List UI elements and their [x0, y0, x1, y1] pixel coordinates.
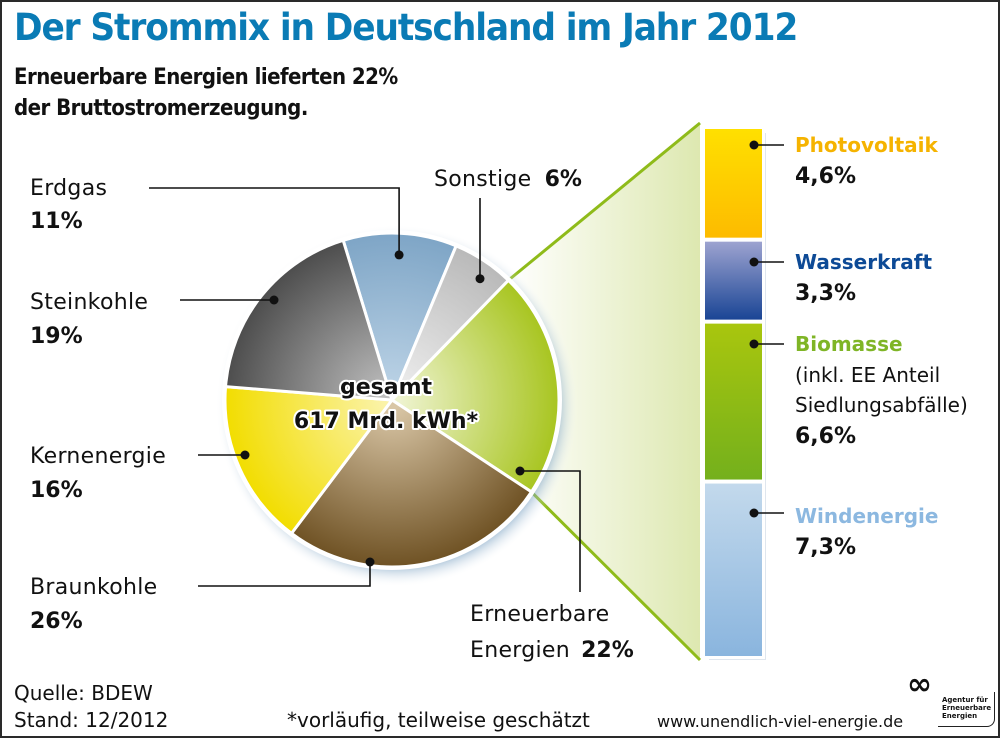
leader-dot-photovoltaik: [749, 140, 759, 150]
date-text: Stand: 12/2012: [14, 708, 169, 732]
label-erneuerbare-pct: 22%: [581, 638, 634, 663]
label-wasserkraft-pct: 3,3%: [795, 281, 856, 306]
pie-slice-braunkohle: [289, 398, 533, 569]
leader-dot-windenergie: [749, 508, 759, 518]
logo-text: Agentur für Erneuerbare Energien: [942, 696, 992, 720]
pie-center-line-2: 617 Mrd. kWh*: [294, 409, 479, 434]
label-erneuerbare-line1: Erneuerbare: [470, 602, 609, 627]
pie-slice-erdgas: [341, 231, 458, 402]
pie-slices: [222, 230, 562, 570]
leader-dot-erdgas: [394, 250, 404, 260]
label-biomasse-name: Biomasse: [795, 332, 903, 356]
stacked-bar: [702, 126, 766, 660]
label-windenergie-name: Windenergie: [795, 504, 938, 528]
pie-center-line-1: gesamt: [340, 375, 433, 400]
label-steinkohle-pct: 19%: [30, 324, 83, 349]
wedge-top-edge: [507, 121, 701, 282]
label-photovoltaik-name: Photovoltaik: [795, 133, 938, 157]
leader-dot-steinkohle: [269, 295, 279, 305]
label-biomasse-pct: 6,6%: [795, 424, 856, 449]
label-photovoltaik-pct: 4,6%: [795, 164, 856, 189]
leader-dot-braunkohle: [365, 557, 375, 567]
label-erneuerbare-line2: Energien 22%: [470, 638, 634, 663]
bar-segment-biomasse: [705, 323, 762, 480]
label-biomasse-note-2: Siedlungsabfälle): [795, 393, 968, 417]
subtitle-line-1: Erneuerbare Energien lieferten 22%: [14, 65, 398, 90]
footnote-text: *vorläufig, teilweise geschätzt: [287, 708, 590, 732]
label-wasserkraft-name: Wasserkraft: [795, 250, 932, 274]
chart-title: Der Strommix in Deutschland im Jahr 2012: [14, 6, 798, 49]
subtitle-line-2: der Bruttostromerzeugung.: [14, 96, 308, 121]
label-kernenergie-name: Kernenergie: [30, 444, 166, 469]
leader-lines: [149, 140, 784, 592]
leader-dot-erneuerbare: [515, 466, 525, 476]
label-kernenergie-pct: 16%: [30, 478, 83, 503]
source-text: Quelle: BDEW: [14, 681, 153, 705]
website-link[interactable]: www.unendlich-viel-energie.de: [657, 712, 904, 731]
leader-dot-kernenergie: [240, 450, 250, 460]
label-braunkohle-name: Braunkohle: [30, 575, 158, 600]
label-windenergie-pct: 7,3%: [795, 535, 856, 560]
leader-dot-sonstige: [475, 274, 485, 284]
bar-segment-wasserkraft: [705, 241, 762, 320]
leader-erdgas: [149, 187, 400, 255]
label-biomasse-note-1: (inkl. EE Anteil: [795, 363, 940, 387]
label-braunkohle-pct: 26%: [30, 609, 83, 634]
logo-frame: [938, 692, 995, 727]
label-sonstige: Sonstige 6%: [434, 167, 582, 192]
infinity-logo-icon: ∞: [907, 667, 932, 702]
label-erdgas-pct: 11%: [30, 209, 83, 234]
pie-slice-steinkohle: [224, 238, 394, 402]
wedge-bottom-edge: [530, 490, 702, 662]
label-sonstige-pct: 6%: [545, 167, 582, 192]
label-erdgas-name: Erdgas: [30, 176, 107, 201]
leader-braunkohle: [198, 562, 371, 587]
leader-dot-biomasse: [749, 339, 759, 349]
renewables-zoom-wedge: [508, 123, 700, 660]
label-steinkohle-name: Steinkohle: [30, 290, 148, 315]
pie-slice-kernenergie: [223, 385, 394, 535]
chart-subtitle: Erneuerbare Energien lieferten 22% der B…: [14, 62, 398, 124]
leader-dot-wasserkraft: [749, 257, 759, 267]
label-sonstige-name: Sonstige: [434, 167, 531, 192]
leader-erneuerbare: [520, 470, 581, 592]
